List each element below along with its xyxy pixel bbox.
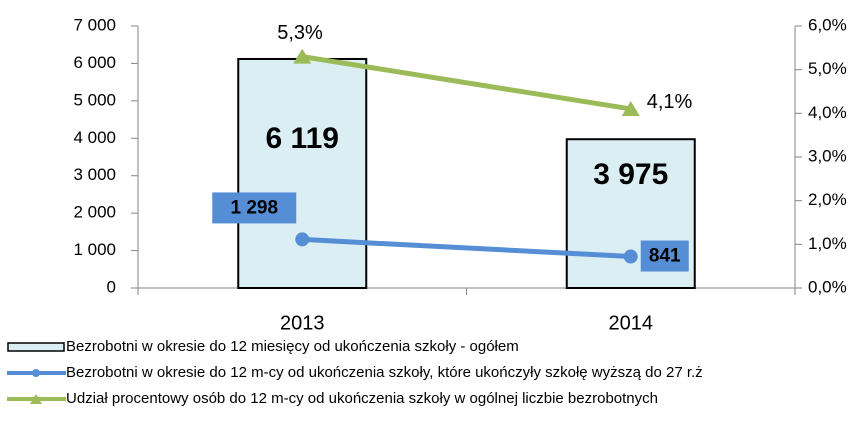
y2-tick-label: 2,0% <box>808 190 847 209</box>
y-tick-label: 5 000 <box>73 90 116 109</box>
bar-value-label: 6 119 <box>266 122 339 155</box>
y2-tick-label: 0,0% <box>808 277 847 296</box>
legend-marker <box>32 369 40 377</box>
y-tick-label: 1 000 <box>73 240 116 259</box>
x-tick-label: 2014 <box>609 312 654 334</box>
line-value-label: 1 298 <box>230 197 278 218</box>
line <box>301 54 632 112</box>
y-tick-label: 2 000 <box>73 203 116 222</box>
line-value-label: 841 <box>649 246 681 267</box>
y-tick-label: 7 000 <box>73 15 116 34</box>
y2-tick-label: 3,0% <box>808 146 847 165</box>
x-tick-label: 2013 <box>280 312 325 334</box>
y2-tick-label: 6,0% <box>808 15 847 34</box>
legend-label: Bezrobotni w okresie do 12 miesięcy od u… <box>66 338 519 355</box>
y2-tick-label: 5,0% <box>808 59 847 78</box>
bar <box>237 57 368 289</box>
line-value-label: 4,1% <box>647 91 693 113</box>
y2-tick-label: 1,0% <box>808 234 847 253</box>
marker <box>623 249 638 264</box>
legend-swatch <box>7 342 65 352</box>
marker <box>295 232 310 247</box>
legend-label: Bezrobotni w okresie do 12 m-cy od ukońc… <box>66 364 703 381</box>
bar-value-label: 3 975 <box>593 158 668 191</box>
y-tick-label: 3 000 <box>73 165 116 184</box>
line-value-label: 5,3% <box>277 22 323 44</box>
legend-marker <box>30 394 42 404</box>
y-tick-label: 6 000 <box>73 53 116 72</box>
marker <box>293 48 312 64</box>
value-label-box <box>212 192 297 224</box>
legend-label: Udział procentowy osób do 12 m-cy od uko… <box>66 390 658 407</box>
y-tick-label: 4 000 <box>73 128 116 147</box>
line <box>302 236 631 260</box>
value-label-box <box>640 240 689 272</box>
y-tick-label: 0 <box>107 277 116 296</box>
marker <box>621 100 640 116</box>
y2-tick-label: 4,0% <box>808 103 847 122</box>
